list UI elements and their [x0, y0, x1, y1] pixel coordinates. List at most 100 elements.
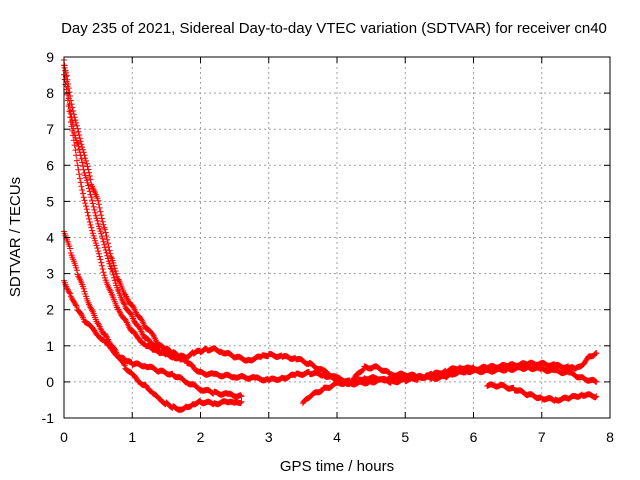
data-point-marker — [113, 270, 120, 277]
data-point-marker — [100, 238, 107, 245]
y-tick-label: 1 — [46, 338, 54, 354]
data-point-marker — [105, 240, 111, 247]
data-point-marker — [93, 242, 100, 249]
data-point-marker — [78, 183, 85, 190]
data-point-marker — [104, 236, 111, 243]
series-arc-3 — [61, 228, 245, 413]
data-point-marker — [80, 285, 87, 292]
data-point-marker — [92, 209, 99, 216]
data-point-marker — [98, 212, 105, 219]
data-point-marker — [100, 221, 107, 228]
data-point-marker — [99, 235, 106, 242]
data-point-marker — [77, 179, 84, 186]
data-point-marker — [80, 163, 86, 170]
data-point-marker — [88, 224, 95, 231]
data-point-marker — [66, 289, 73, 296]
series-arc-7 — [61, 57, 163, 353]
data-point-marker — [359, 367, 366, 374]
data-point-marker — [87, 176, 94, 183]
y-tick-label: 4 — [46, 230, 54, 246]
data-point-marker — [75, 166, 82, 173]
data-point-marker — [470, 364, 477, 371]
data-point-marker — [108, 266, 115, 273]
data-point-marker — [76, 149, 83, 156]
data-point-marker — [102, 247, 109, 253]
data-point-marker — [89, 200, 96, 207]
data-point-marker — [73, 157, 80, 164]
data-point-marker — [83, 157, 89, 164]
data-point-marker — [593, 378, 600, 385]
data-point-marker — [95, 248, 102, 255]
data-point-marker — [91, 206, 98, 213]
data-point-marker — [79, 159, 86, 166]
data-point-marker — [98, 215, 105, 222]
data-point-marker — [96, 253, 103, 260]
data-point-marker — [104, 252, 111, 259]
data-point-marker — [105, 255, 111, 262]
data-point-marker — [83, 160, 90, 167]
x-tick-label: 7 — [538, 429, 546, 445]
y-tick-label: -1 — [42, 410, 55, 426]
data-point-marker — [98, 262, 105, 269]
data-point-marker — [101, 244, 108, 251]
data-point-marker — [89, 230, 96, 237]
data-point-marker — [112, 268, 119, 274]
data-point-marker — [95, 250, 102, 257]
data-point-marker — [80, 190, 86, 197]
axis-ticks: 0 1 2 3 4 5 6 7 8 -1 0 1 2 3 4 5 6 7 8 9 — [42, 49, 615, 445]
y-tick-label: 5 — [46, 193, 54, 209]
data-point-marker — [67, 245, 74, 252]
data-point-marker — [83, 206, 90, 213]
data-point-marker — [73, 119, 80, 126]
data-point-marker — [72, 147, 79, 154]
data-point-marker — [61, 62, 68, 69]
data-point-marker — [92, 212, 99, 219]
data-point-marker — [77, 152, 84, 159]
series-arc-2 — [61, 71, 600, 388]
data-point-marker — [78, 155, 85, 162]
data-point-marker — [107, 250, 114, 257]
data-point-marker — [88, 194, 95, 201]
x-tick-label: 8 — [606, 429, 614, 445]
data-point-marker — [82, 155, 89, 162]
data-point-marker — [86, 185, 92, 192]
data-point-marker — [95, 201, 102, 208]
data-point-marker — [89, 197, 96, 204]
data-point-marker — [75, 128, 82, 135]
data-point-marker — [101, 226, 108, 233]
data-point-marker — [84, 179, 91, 186]
data-point-marker — [237, 392, 244, 399]
x-tick-label: 6 — [470, 429, 478, 445]
data-point-marker — [69, 121, 76, 128]
data-point-marker — [121, 362, 128, 369]
series-arc-4 — [61, 277, 245, 400]
x-tick-label: 5 — [401, 429, 409, 445]
y-tick-label: 7 — [46, 121, 54, 137]
x-axis-label: GPS time / hours — [280, 458, 394, 475]
data-point-marker — [86, 173, 93, 179]
data-point-marker — [75, 143, 82, 150]
data-point-marker — [83, 177, 90, 184]
data-point-marker — [96, 204, 103, 211]
data-point-marker — [65, 89, 72, 96]
data-point-marker — [155, 345, 162, 351]
y-tick-label: 8 — [46, 85, 54, 101]
data-series — [61, 57, 600, 413]
data-point-marker — [99, 266, 106, 272]
chart-title: Day 235 of 2021, Sidereal Day-to-day VTE… — [61, 20, 607, 37]
data-point-marker — [97, 256, 104, 263]
data-point-marker — [85, 182, 92, 189]
data-point-marker — [69, 117, 76, 124]
data-point-marker — [86, 215, 92, 222]
data-point-marker — [95, 197, 102, 204]
data-point-marker — [82, 200, 89, 207]
data-point-marker — [74, 140, 81, 147]
data-point-marker — [85, 212, 92, 219]
data-point-marker — [108, 265, 114, 272]
data-point-marker — [94, 217, 101, 224]
data-point-marker — [87, 221, 94, 228]
data-point-marker — [63, 78, 70, 85]
data-point-marker — [73, 122, 80, 129]
data-point-marker — [101, 241, 108, 248]
x-tick-label: 1 — [128, 429, 136, 445]
